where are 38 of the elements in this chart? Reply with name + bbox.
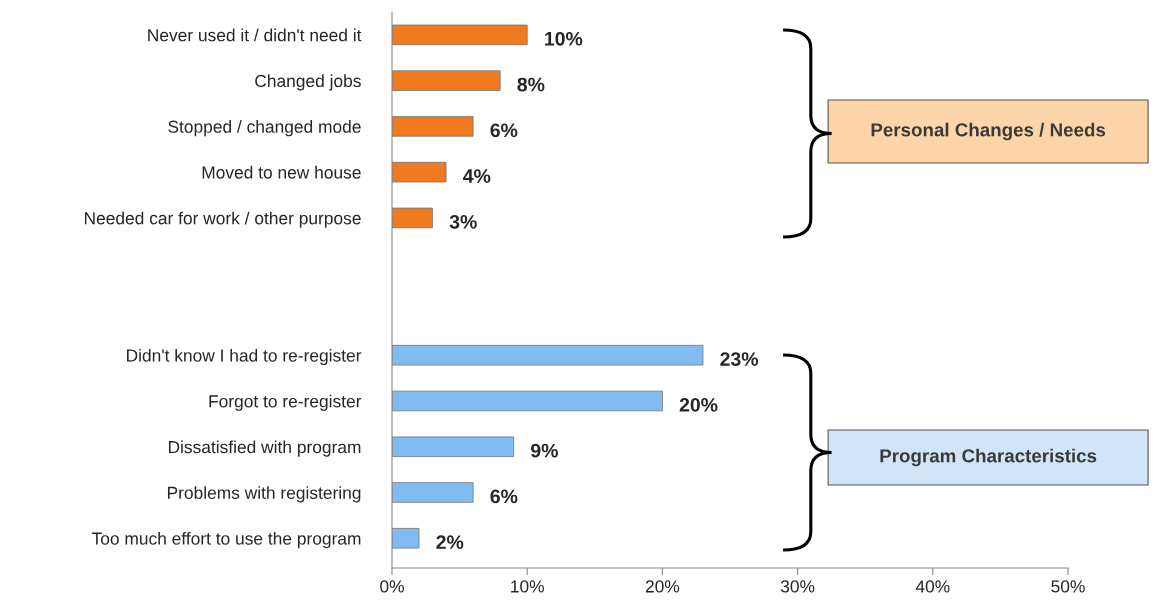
bar [392, 482, 474, 503]
y-tick-label: Forgot to re-register [209, 394, 362, 411]
y-tick-label: Moved to new house [202, 165, 361, 179]
y-tick-label: Problems with registering [167, 486, 361, 503]
data-label: 10% [545, 31, 583, 46]
x-tick-label: 40% [915, 580, 950, 593]
bar [392, 344, 704, 366]
y-tick-label: Didn't know I had to re-register [127, 348, 362, 366]
data-label: 9% [531, 443, 558, 458]
y-tick-label: Dissatisfied with program [168, 440, 361, 457]
data-label: 20% [679, 397, 718, 412]
annotation: Personal Changes / Needs [871, 122, 1106, 141]
data-label: 23% [720, 352, 759, 367]
data-label: 2% [436, 535, 464, 549]
y-tick-label: Stopped / changed mode [168, 120, 361, 137]
x-tick-label: 10% [511, 580, 544, 593]
bar [392, 436, 515, 457]
data-label: 6% [490, 489, 518, 504]
bar [392, 70, 501, 91]
bar [392, 390, 663, 412]
x-tick-label: 20% [645, 580, 680, 593]
annotation: Program Characteristics [880, 448, 1097, 467]
y-tick-label: Changed jobs [255, 74, 361, 91]
data-label: 3% [449, 214, 477, 229]
bar [392, 24, 528, 46]
y-tick-label: Never used it / didn't need it [148, 28, 362, 42]
bar [392, 116, 474, 137]
bar [392, 528, 420, 549]
x-tick-label: 0% [380, 580, 404, 593]
data-label: 6% [490, 123, 518, 138]
data-label: 8% [517, 77, 545, 92]
y-tick-label: Too much effort to use the program [91, 531, 361, 549]
data-label: 4% [463, 169, 491, 183]
bar [392, 207, 433, 229]
bar [392, 161, 447, 183]
x-tick-label: 50% [1051, 580, 1085, 593]
x-tick-label: 30% [780, 580, 815, 593]
y-tick-label: Needed car for work / other purpose [84, 211, 361, 228]
